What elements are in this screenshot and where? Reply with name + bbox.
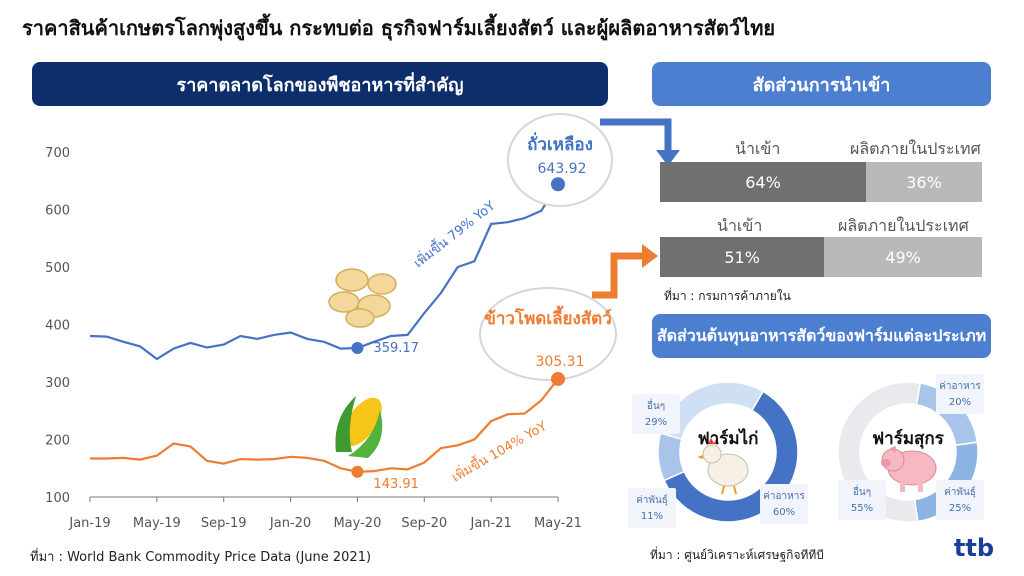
x-tick-label: Jan-21	[470, 516, 512, 531]
soybean-callout	[507, 113, 613, 207]
donut-center-title: ฟาร์มไก่	[698, 428, 759, 449]
donut-label-box	[760, 484, 808, 524]
corn-arrowhead	[642, 244, 658, 268]
donut-value-label: 29%	[645, 417, 667, 428]
chicken-icon	[697, 438, 749, 495]
donut-label-box	[632, 394, 680, 434]
corn-import-header: นำเข้า	[717, 216, 763, 235]
donut-label-box	[936, 374, 984, 414]
corn-may21-point	[551, 371, 565, 386]
donut-value-label: 11%	[641, 511, 663, 522]
donut-value-label: 55%	[851, 503, 873, 514]
chicken-farm-donut: ฟาร์มไก่ค่าอาหาร 60% ค่าพันธุ์ 11% อื่นๆ 29%	[628, 381, 808, 528]
corn-domestic-header: ผลิตภายในประเทศ	[838, 216, 969, 235]
x-tick-label: Jan-20	[269, 516, 311, 531]
y-tick-label: 100	[45, 491, 70, 506]
x-tick-label: May-19	[133, 516, 181, 531]
donut-slice-2	[657, 432, 686, 482]
x-tick-label: May-21	[534, 516, 582, 531]
corn-line	[90, 378, 559, 473]
x-tick-label: Jan-19	[68, 516, 110, 531]
corn-domestic-segment: 49%	[824, 237, 982, 277]
donut-slice-3	[659, 381, 765, 441]
soybean-line	[89, 183, 559, 361]
y-tick-label: 200	[45, 434, 70, 449]
soy-import-bar: 64% 36%	[660, 162, 982, 202]
soybean-may21-point	[551, 177, 565, 192]
corn-may20-label: 143.91	[373, 477, 419, 492]
corn-yoy-annotation: เพิ่มขึ้น 104% YoY	[448, 416, 550, 485]
import-share-banner: สัดส่วนการนำเข้า	[652, 62, 991, 106]
x-tick-label: May-20	[333, 516, 381, 531]
corn-arrow	[592, 252, 644, 299]
page-title: ราคาสินค้าเกษตรโลกพุ่งสูงขึ้น กระทบต่อ ธ…	[22, 16, 776, 40]
soybean-may20-label: 359.17	[373, 341, 419, 356]
donut-category-label: ค่าอาหาร	[939, 381, 981, 392]
pig-icon	[881, 446, 937, 492]
pig-farm-donut: ฟาร์มสุกร ค่าอาหาร 20% ค่าพันธุ์ 25% อื่นๆ 55%	[837, 374, 984, 523]
y-tick-label: 700	[45, 146, 70, 161]
donut-category-label: ค่าพันธุ์	[944, 486, 976, 498]
x-tick-label: Sep-20	[401, 516, 447, 531]
commodity-price-banner: ราคาตลาดโลกของพืชอาหารที่สำคัญ	[32, 62, 608, 106]
donut-label-box	[936, 480, 984, 520]
donut-category-label: ค่าพันธุ์	[636, 494, 668, 506]
soy-arrowhead	[656, 150, 680, 166]
donut-value-label: 25%	[949, 503, 971, 514]
y-tick-label: 300	[45, 376, 70, 391]
donut-category-label: ค่าอาหาร	[763, 491, 805, 502]
corn-icon	[335, 396, 383, 458]
import-source: ที่มา : กรมการค้าภายใน	[664, 289, 791, 303]
soy-import-header: นำเข้า	[735, 139, 781, 158]
soy-domestic-header: ผลิตภายในประเทศ	[850, 139, 981, 158]
price-source: ที่มา : World Bank Commodity Price Data …	[30, 550, 372, 565]
donut-value-label: 60%	[773, 507, 795, 518]
donut-label-box	[628, 488, 676, 528]
donut-category-label: อื่นๆ	[647, 398, 665, 412]
corn-import-segment: 51%	[660, 237, 825, 277]
corn-may21-label: 305.31	[536, 354, 585, 370]
corn-may20-point	[351, 465, 364, 478]
soy-import-segment: 64%	[660, 162, 867, 202]
soy-domestic-segment: 36%	[866, 162, 982, 202]
y-tick-label: 500	[45, 261, 70, 276]
feed-cost-banner: สัดส่วนต้นทุนอาหารสัตว์ของฟาร์มแต่ละประเ…	[652, 314, 991, 358]
soybean-icon	[328, 268, 397, 328]
corn-callout	[479, 287, 617, 381]
donut-category-label: อื่นๆ	[853, 484, 871, 498]
ttb-logo: ttb	[953, 534, 994, 562]
donut-center-title: ฟาร์มสุกร	[872, 428, 945, 449]
donut-value-label: 20%	[949, 397, 971, 408]
y-tick-label: 600	[45, 204, 70, 219]
soybean-may20-point	[351, 341, 364, 354]
corn-import-bar: 51% 49%	[660, 237, 982, 277]
x-tick-label: Sep-19	[201, 516, 247, 531]
corn-series-label: ข้าวโพดเลี้ยงสัตว์	[484, 305, 612, 329]
cost-source: ที่มา : ศูนย์วิเคราะห์เศรษฐกิจทีทีบี	[650, 548, 824, 562]
y-tick-label: 400	[45, 319, 70, 334]
soy-arrow	[600, 118, 672, 152]
price-line-chart: 100 200 300 400 500 600 700 Jan-19 May-19 Sep-19 J…	[45, 113, 617, 531]
soybean-yoy-annotation: เพิ่มขึ้น 79% YoY	[409, 196, 498, 271]
donut-label-box	[838, 480, 886, 520]
soybean-may21-label: 643.92	[538, 161, 587, 177]
soybean-series-label: ถั่วเหลือง	[527, 132, 593, 155]
